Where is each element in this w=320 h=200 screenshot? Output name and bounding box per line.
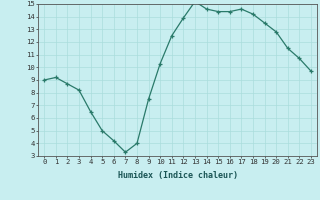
X-axis label: Humidex (Indice chaleur): Humidex (Indice chaleur) xyxy=(118,171,238,180)
